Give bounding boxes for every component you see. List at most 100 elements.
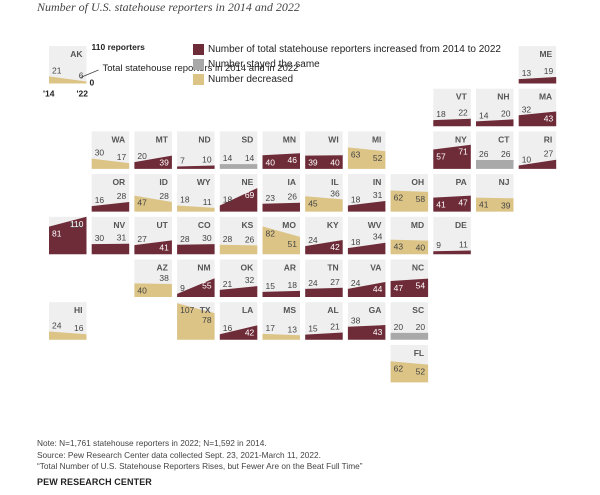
area-ar <box>262 290 300 297</box>
state-label-md: MD <box>411 220 424 230</box>
area-me <box>518 77 557 84</box>
value-2022-ri: 27 <box>544 149 554 159</box>
tile-ar <box>262 259 300 297</box>
area-de <box>433 250 471 255</box>
area-ks <box>219 244 258 255</box>
state-label-hi: HI <box>74 305 83 315</box>
state-label-mt: MT <box>156 134 169 144</box>
area-md <box>390 239 429 255</box>
area-ut <box>134 240 172 255</box>
value-2014-ma: 32 <box>522 104 532 114</box>
area-ak <box>49 76 87 84</box>
value-2022-tn: 27 <box>330 277 340 287</box>
area-vt <box>433 118 471 127</box>
value-2014-oh: 62 <box>394 192 404 202</box>
value-2014-ri: 10 <box>522 154 532 164</box>
value-2022-ia: 26 <box>288 192 298 202</box>
value-2022-nh: 20 <box>501 108 511 118</box>
value-2014-ok: 21 <box>223 279 233 289</box>
area-ma <box>518 111 557 127</box>
area-nc <box>390 278 429 297</box>
value-2022-sd: 14 <box>245 153 255 163</box>
value-2022-mt: 39 <box>159 158 169 168</box>
value-2022-az: 38 <box>159 273 169 283</box>
value-2022-co: 30 <box>202 233 212 243</box>
state-label-ok: OK <box>241 263 255 273</box>
state-label-wi: WI <box>328 134 338 144</box>
state-label-de: DE <box>455 220 467 230</box>
value-2014-vt: 18 <box>436 109 446 119</box>
value-2014-nc: 47 <box>394 283 404 293</box>
area-wa <box>91 158 130 169</box>
state-label-ca: CA <box>70 220 82 230</box>
value-2022-ok: 32 <box>245 275 255 285</box>
state-label-mo: MO <box>282 220 296 230</box>
report-title: “Total Number of U.S. Statehouse Reporte… <box>37 461 363 471</box>
state-label-nv: NV <box>113 220 125 230</box>
value-2022-nv: 31 <box>117 233 127 243</box>
area-ca <box>49 216 87 255</box>
state-label-ne: NE <box>241 177 253 187</box>
state-label-pa: PA <box>456 177 467 187</box>
value-2014-mi: 63 <box>351 149 361 159</box>
value-2022-ks: 26 <box>245 234 255 244</box>
state-label-fl: FL <box>414 348 424 358</box>
state-label-ks: KS <box>241 220 253 230</box>
area-mn <box>262 153 300 169</box>
area-sd <box>219 164 258 169</box>
value-2014-al: 15 <box>308 324 318 334</box>
area-ky <box>305 239 343 255</box>
value-2022-ny: 71 <box>458 147 468 157</box>
value-2022-nj: 39 <box>501 200 511 210</box>
area-wv <box>347 242 386 255</box>
value-2014-hi: 24 <box>52 321 62 331</box>
value-2022-mo: 51 <box>288 239 298 249</box>
value-2022-tx: 78 <box>202 315 212 325</box>
value-2022-wv: 34 <box>373 232 383 242</box>
area-mo <box>262 226 300 255</box>
value-2022-nc: 54 <box>416 281 426 291</box>
value-2022-nd: 10 <box>202 154 212 164</box>
value-2014-ct: 26 <box>479 149 489 159</box>
legend: Number of total statehouse reporters inc… <box>193 42 501 87</box>
value-2014-md: 43 <box>394 242 404 252</box>
state-label-id: ID <box>159 177 168 187</box>
value-2014-fl: 62 <box>394 363 404 373</box>
value-2022-ne: 69 <box>245 190 255 200</box>
state-label-nj: NJ <box>499 177 510 187</box>
value-2014-sc: 20 <box>394 322 404 332</box>
value-2022-nm: 55 <box>202 280 212 290</box>
value-2022-md: 40 <box>416 243 426 253</box>
tile-wy <box>177 174 215 212</box>
area-ms <box>262 333 300 340</box>
value-2014-ia: 23 <box>266 193 276 203</box>
scale-max-label: 110 reporters <box>92 42 146 52</box>
value-2022-ca: 110 <box>70 219 84 229</box>
value-2022-ga: 43 <box>373 327 383 337</box>
value-2022-wa: 17 <box>117 152 127 162</box>
state-label-sd: SD <box>241 134 253 144</box>
state-label-nm: NM <box>197 263 210 273</box>
value-2022-wy: 11 <box>203 197 212 207</box>
value-2014-tn: 24 <box>308 278 318 288</box>
state-label-al: AL <box>327 305 338 315</box>
state-label-tx: TX <box>200 305 211 315</box>
scale-zero-label: 0 <box>90 78 95 88</box>
state-label-nh: NH <box>497 92 509 102</box>
value-2014-ny: 57 <box>436 151 446 161</box>
area-tn <box>305 287 343 297</box>
legend-label-decreased: Number decreased <box>208 74 294 85</box>
value-2014-pa: 41 <box>436 200 446 210</box>
value-2014-ut: 27 <box>137 234 147 244</box>
value-2022-il: 36 <box>330 188 340 198</box>
area-ok <box>219 286 258 297</box>
legend-label-same: Number stayed the same <box>208 59 320 70</box>
state-label-ia: IA <box>288 177 297 187</box>
value-2014-ks: 28 <box>223 234 233 244</box>
value-2014-me: 13 <box>522 68 532 78</box>
state-label-ms: MS <box>283 305 296 315</box>
area-ri <box>518 159 557 169</box>
brand-footer: PEW RESEARCH CENTER <box>37 477 152 487</box>
area-hi <box>49 331 87 340</box>
area-az <box>134 283 172 297</box>
